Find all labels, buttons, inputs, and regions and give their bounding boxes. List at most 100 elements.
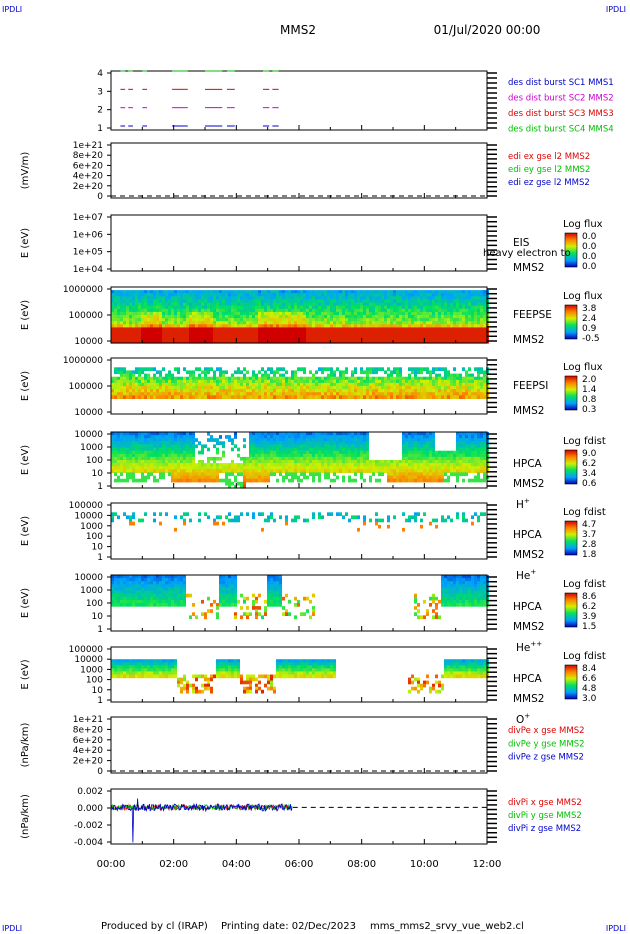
panel-divpi: -0.004 -0.002 0.000 0.002 (nPa/km) divPi x gs… xyxy=(20,787,582,848)
y-tick-label: 100000 xyxy=(69,311,104,321)
x-axis: 00:00 02:00 04:00 06:00 08:00 10:00 12:00 xyxy=(97,859,502,870)
y-tick-label: 1e+05 xyxy=(73,248,103,258)
species-label: O+ xyxy=(516,712,530,726)
legend-entry: des dist burst SC1 MMS1 xyxy=(508,78,614,88)
colorbar xyxy=(564,592,578,628)
colorbar-title: Log fdist xyxy=(563,507,606,518)
legend-entry: divPi y gse MMS2 xyxy=(508,811,582,821)
y-tick-label: 6e+20 xyxy=(73,736,104,746)
y-axis-label: E (eV) xyxy=(20,300,31,330)
legend-entry: divPe z gse MMS2 xyxy=(508,753,584,763)
colorbar-tick-label: 8.6 xyxy=(582,592,597,602)
spacecraft-label: MMS2 xyxy=(513,334,544,346)
species-charge: + xyxy=(524,497,530,505)
colorbar-tick-label: 3.8 xyxy=(582,304,597,314)
colorbar-title: Log fdist xyxy=(563,651,606,662)
colorbar-tick-label: 0.0 xyxy=(582,242,597,252)
y-tick-label: 0 xyxy=(97,767,103,777)
plot-frame xyxy=(110,70,488,131)
colorbar xyxy=(564,304,578,340)
y-tick-label: 10 xyxy=(92,543,104,553)
y-tick-label: 1e+04 xyxy=(73,265,104,275)
colorbar-title: Log fdist xyxy=(563,436,606,447)
overflow-label: heavy electron to xyxy=(483,248,571,259)
y-tick-label: 1e+07 xyxy=(73,213,103,223)
y-tick-label: 1000 xyxy=(80,522,103,532)
colorbar-tick-label: 0.8 xyxy=(582,395,597,405)
y-tick-label: 1 xyxy=(97,482,103,492)
corner-mark-bottom-left: IPDLI xyxy=(2,924,22,933)
x-tick-label: 02:00 xyxy=(159,859,188,870)
figure-title: MMS2 xyxy=(280,23,316,37)
colorbar-tick-label: 3.0 xyxy=(582,694,597,704)
y-tick-label: 2e+20 xyxy=(73,757,104,767)
panels: 1 2 3 4 des dist burst SC1 MMS1 des dist burs… xyxy=(20,69,614,848)
colorbar-tick-label: 1.5 xyxy=(582,622,596,632)
y-tick-label: 10000 xyxy=(74,408,103,418)
y-tick-label: 100 xyxy=(86,532,103,542)
colorbar xyxy=(564,520,578,556)
footer-filename: mms_mms2_srvy_vue_web2.cl xyxy=(370,921,524,932)
instrument-label: HPCA xyxy=(513,673,543,685)
species-charge: + xyxy=(530,568,536,576)
y-tick-label: 100000 xyxy=(69,382,104,392)
colorbar-tick-label: 2.8 xyxy=(582,540,597,550)
y-tick-label: 100000 xyxy=(69,501,104,511)
legend-entry: edi ez gse l2 MMS2 xyxy=(508,178,590,188)
spacecraft-label: MMS2 xyxy=(513,549,544,561)
plot-frame xyxy=(110,788,488,845)
y-tick-label: 0 xyxy=(97,192,103,202)
instrument-label: HPCA xyxy=(513,601,543,613)
plot-frame xyxy=(110,142,488,199)
species-label: He++ xyxy=(516,640,542,654)
corner-mark-bottom-right: IPDLI xyxy=(606,924,626,933)
colorbar-tick-label: 1.8 xyxy=(582,550,597,560)
colorbar-tick-label: 3.9 xyxy=(582,612,597,622)
colorbar-tick-label: 1.4 xyxy=(582,385,597,395)
instrument-label: FEEPSI xyxy=(513,380,548,392)
y-tick-label: 1000 xyxy=(80,443,103,453)
colorbar-title: Log flux xyxy=(563,362,603,373)
legend-entry: divPi z gse MMS2 xyxy=(508,824,581,834)
colorbar-tick-label: 6.6 xyxy=(582,674,597,684)
y-tick-label: 8e+20 xyxy=(73,151,104,161)
x-tick-label: 04:00 xyxy=(222,859,251,870)
species-label: He+ xyxy=(516,568,536,582)
y-axis-label: E (eV) xyxy=(20,228,31,258)
legend-entry: des dist burst SC3 MMS3 xyxy=(508,109,614,119)
instrument-label: FEEPSE xyxy=(513,309,552,321)
y-tick-label: 0.000 xyxy=(77,804,103,814)
footer-print-date: Printing date: 02/Dec/2023 xyxy=(221,921,356,932)
y-tick-label: 4e+20 xyxy=(73,746,104,756)
spacecraft-label: MMS2 xyxy=(513,621,544,633)
y-tick-label: -0.004 xyxy=(74,838,103,848)
y-axis-label: (mV/m) xyxy=(20,152,31,190)
figure-date: 01/Jul/2020 00:00 xyxy=(434,23,541,37)
colorbar-tick-label: 8.4 xyxy=(582,664,597,674)
y-tick-label: 1000000 xyxy=(63,285,103,295)
y-tick-label: 10000 xyxy=(74,511,103,521)
y-axis-label: E (eV) xyxy=(20,371,31,401)
y-tick-label: 1000 xyxy=(80,586,103,596)
colorbar-title: Log flux xyxy=(563,219,603,230)
x-tick-label: 06:00 xyxy=(285,859,314,870)
y-tick-label: 100 xyxy=(86,676,103,686)
instrument-label: HPCA xyxy=(513,529,543,541)
y-tick-label: 1 xyxy=(97,553,103,563)
y-tick-label: 100 xyxy=(86,599,103,609)
colorbar-tick-label: 0.6 xyxy=(582,479,597,489)
x-tick-label: 10:00 xyxy=(410,859,439,870)
species-name: O xyxy=(516,714,524,726)
legend-entry: divPi x gse MMS2 xyxy=(508,798,582,808)
y-axis-label: (nPa/km) xyxy=(20,723,31,768)
plot-frame xyxy=(110,716,488,774)
colorbar xyxy=(564,449,578,485)
y-tick-label: 100000 xyxy=(69,645,104,655)
spacecraft-label: MMS2 xyxy=(513,262,544,274)
corner-mark-top-left: IPDLI xyxy=(2,5,22,14)
